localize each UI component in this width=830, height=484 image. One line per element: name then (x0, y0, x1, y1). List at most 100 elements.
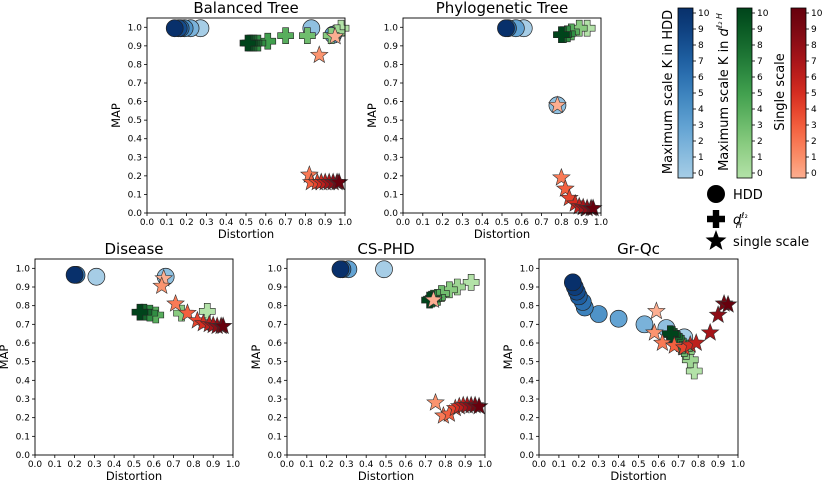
y-axis-label: MAP (501, 345, 515, 370)
x-tick-label: 0.2 (435, 218, 449, 228)
plot-frame (538, 258, 739, 456)
y-axis-label: MAP (365, 103, 379, 128)
single-scale-point (686, 333, 706, 351)
x-tick-label: 0.4 (359, 460, 374, 470)
y-tick-label: 0.9 (128, 42, 143, 52)
x-tick-label: 0.5 (495, 218, 509, 228)
colorbar-gradient (677, 7, 694, 179)
x-tick-label: 0.7 (418, 460, 432, 470)
y-tick-label: 1.0 (16, 264, 31, 274)
y-tick-label: 0.2 (520, 414, 534, 424)
colorbar-tick-label: 9 (811, 25, 817, 35)
colorbar-tick-label: 8 (757, 41, 763, 51)
single-scale-point (700, 322, 720, 341)
x-tick-label: 0.8 (186, 460, 201, 470)
colorbar-label-single: Single scale (773, 53, 788, 131)
y-tick-label: 0.9 (16, 283, 31, 293)
colorbar-tick-label: 3 (757, 121, 763, 131)
y-tick-label: 0.0 (128, 209, 143, 219)
x-tick-label: 1.0 (226, 460, 241, 470)
x-tick-label: 0.9 (458, 460, 473, 470)
y-tick-label: 0.2 (268, 414, 282, 424)
x-tick-label: 0.9 (711, 460, 726, 470)
legend-single-label: single scale (733, 235, 809, 250)
x-tick-label: 0.3 (199, 218, 213, 228)
y-tick-label: 0.5 (16, 358, 30, 368)
colorbar-label-dh: Maximum scale K in dℓ₂ H (715, 13, 732, 171)
dh-point (332, 19, 350, 37)
chart-title: Gr-Qc (617, 240, 660, 258)
y-tick-label: 0.0 (384, 209, 399, 219)
single-scale-point (152, 276, 172, 295)
dh-point (299, 27, 316, 44)
colorbar-tick-label: 2 (811, 137, 817, 147)
x-tick-label: 0.6 (259, 218, 274, 228)
x-tick-label: 1.0 (338, 218, 353, 228)
y-tick-label: 0.6 (384, 98, 399, 108)
y-tick-label: 0.4 (520, 376, 535, 386)
single-scale-point (647, 301, 666, 320)
x-tick-label: 0.8 (298, 218, 313, 228)
legend: HDD dℓ₂ H single scale (705, 185, 809, 250)
chart-phylogenetic-tree: Phylogenetic Tree 0.0 0.1 0.2 0.3 0.4 0.5 0.6 0.… (365, 0, 608, 241)
plot-frame (402, 17, 602, 214)
y-tick-label: 0.1 (128, 190, 142, 200)
hdd-point (375, 260, 393, 279)
hdd-point (65, 266, 84, 284)
dh-point (131, 303, 149, 321)
y-tick-label: 0.8 (268, 302, 283, 312)
x-tick-label: 0.5 (239, 218, 253, 228)
x-tick-label: 0.3 (87, 460, 101, 470)
x-tick-label: 0.0 (532, 460, 547, 470)
y-tick-label: 0.6 (128, 98, 143, 108)
x-tick-label: 0.3 (339, 460, 353, 470)
colorbar-gradient (790, 7, 807, 179)
colorbar-2: 0 1 2 3 4 5 6 7 8 9 10 (736, 7, 769, 179)
x-tick-label: 0.0 (280, 460, 295, 470)
single-scale-point (548, 95, 567, 114)
chart-disease: Disease 0.0 0.1 0.2 0.3 0.4 0.5 0.6 0.7 0.8 0.9 1.0… (0, 240, 240, 483)
y-tick-label: 0.1 (16, 432, 30, 442)
single-scale-point (708, 305, 728, 323)
x-tick-label: 0.5 (127, 460, 141, 470)
x-tick-label: 1.0 (478, 460, 493, 470)
x-tick-label: 0.3 (455, 218, 469, 228)
x-tick-label: 0.6 (399, 460, 414, 470)
dh-point (239, 34, 257, 52)
single-scale-point (552, 167, 571, 186)
single-scale-point (329, 172, 349, 191)
y-tick-label: 0.1 (520, 432, 534, 442)
colorbar-gradient (736, 7, 753, 179)
x-tick-label: 0.5 (379, 460, 393, 470)
colorbar-tick-label: 4 (698, 105, 704, 115)
dh-point (277, 27, 294, 44)
colorbar-tick-label: 1 (757, 153, 763, 163)
y-tick-label: 0.9 (384, 42, 399, 52)
legend-single-marker (705, 230, 727, 250)
chart-gr-qc: Gr-Qc 0.0 0.1 0.2 0.3 0.4 0.5 0.6 0.7 0.8 0.9 1.0 0.… (501, 240, 745, 483)
y-tick-label: 0.2 (384, 172, 398, 182)
y-tick-label: 0.3 (268, 395, 282, 405)
x-tick-label: 0.4 (107, 460, 122, 470)
colorbar-tick-label: 1 (811, 153, 817, 163)
single-scale-point (718, 294, 738, 313)
y-tick-label: 0.7 (384, 79, 398, 89)
colorbar-tick-label: 5 (698, 89, 704, 99)
x-axis-label: Distortion (610, 469, 666, 483)
colorbar-tick-label: 7 (698, 57, 704, 67)
x-tick-label: 0.4 (475, 218, 490, 228)
y-tick-label: 0.0 (268, 451, 283, 461)
chart-title: CS-PHD (357, 240, 414, 258)
x-tick-label: 0.6 (147, 460, 162, 470)
colorbar-tick-label: 5 (811, 89, 817, 99)
colorbar-tick-label: 3 (811, 121, 817, 131)
x-tick-label: 0.6 (515, 218, 530, 228)
x-tick-label: 0.7 (278, 218, 292, 228)
colorbar-tick-label: 0 (811, 169, 817, 179)
single-scale-point (469, 396, 489, 415)
hdd-point (165, 19, 184, 38)
x-tick-label: 0.9 (574, 218, 589, 228)
colorbar-tick-label: 4 (811, 105, 817, 115)
x-tick-label: 0.0 (28, 460, 43, 470)
dh-point (553, 26, 570, 44)
